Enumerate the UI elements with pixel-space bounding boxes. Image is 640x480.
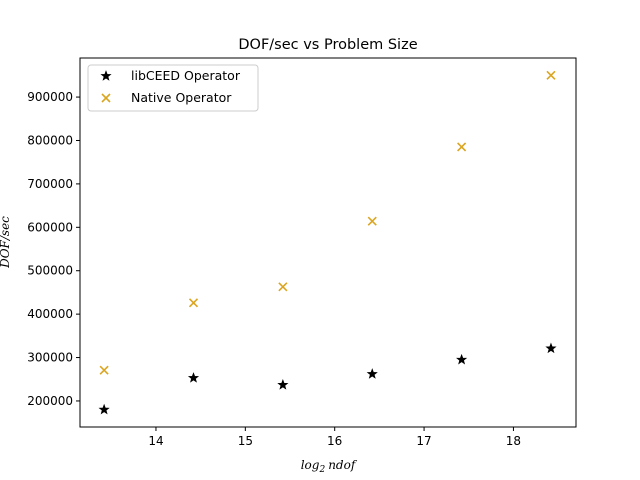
chart-title: DOF/sec vs Problem Size — [238, 37, 417, 53]
y-tick-label: 600000 — [27, 220, 73, 234]
x-axis-title-suffix: ndof — [328, 458, 358, 472]
data-point-stroke-b — [457, 142, 467, 152]
y-axis-title: DOF/sec — [0, 216, 12, 269]
data-point — [277, 379, 289, 390]
x-axis: 14 15 16 17 18 — [148, 427, 521, 448]
data-point — [545, 342, 557, 354]
y-tick-label: 300000 — [27, 351, 73, 365]
y-tick-label: 400000 — [27, 307, 73, 321]
data-point — [188, 298, 199, 308]
y-tick-label: 200000 — [27, 394, 73, 408]
data-point — [98, 403, 110, 415]
data-point-stroke-b — [188, 298, 199, 308]
x-tick-label: 14 — [148, 434, 163, 448]
x-tick-label: 16 — [327, 434, 342, 448]
x-tick-label: 18 — [506, 434, 521, 448]
x-axis-title: log2 ndof — [301, 458, 358, 475]
data-point — [457, 142, 467, 152]
y-axis: 200000 300000 400000 500000 600000 700000 8000… — [27, 90, 80, 408]
data-series — [98, 70, 557, 415]
plot-area — [79, 57, 577, 428]
y-tick-label: 800000 — [27, 133, 73, 147]
data-point — [99, 365, 109, 375]
data-point — [278, 282, 288, 292]
data-point — [367, 216, 377, 226]
x-tick-label: 17 — [416, 434, 431, 448]
series-native — [99, 70, 556, 375]
data-point — [187, 372, 200, 383]
series-libceed — [98, 342, 557, 415]
data-point-stroke-b — [367, 216, 377, 226]
x-axis-title-subscript: 2 — [318, 465, 325, 475]
y-tick-label: 500000 — [27, 264, 73, 278]
legend-star-marker — [100, 70, 112, 81]
legend-x-marker-stroke-b — [101, 93, 111, 103]
data-point-stroke-b — [99, 365, 109, 375]
y-tick-label: 700000 — [27, 177, 73, 191]
y-tick-label: 900000 — [27, 90, 73, 104]
legend-marker-libceed — [100, 70, 112, 81]
data-point — [366, 368, 378, 379]
legend-x-marker — [101, 93, 111, 103]
legend: libCEED Operator Native Operator — [87, 64, 259, 112]
data-point — [456, 353, 468, 365]
x-tick-label: 15 — [238, 434, 253, 448]
legend-box — [87, 64, 259, 112]
x-axis-title-prefix: log — [301, 458, 320, 472]
data-point-stroke-b — [278, 282, 288, 292]
data-point-stroke-b — [546, 70, 556, 80]
data-point — [546, 70, 556, 80]
legend-label-libceed: libCEED Operator — [131, 68, 241, 83]
legend-label-native: Native Operator — [131, 90, 232, 105]
legend-marker-native — [101, 93, 111, 103]
